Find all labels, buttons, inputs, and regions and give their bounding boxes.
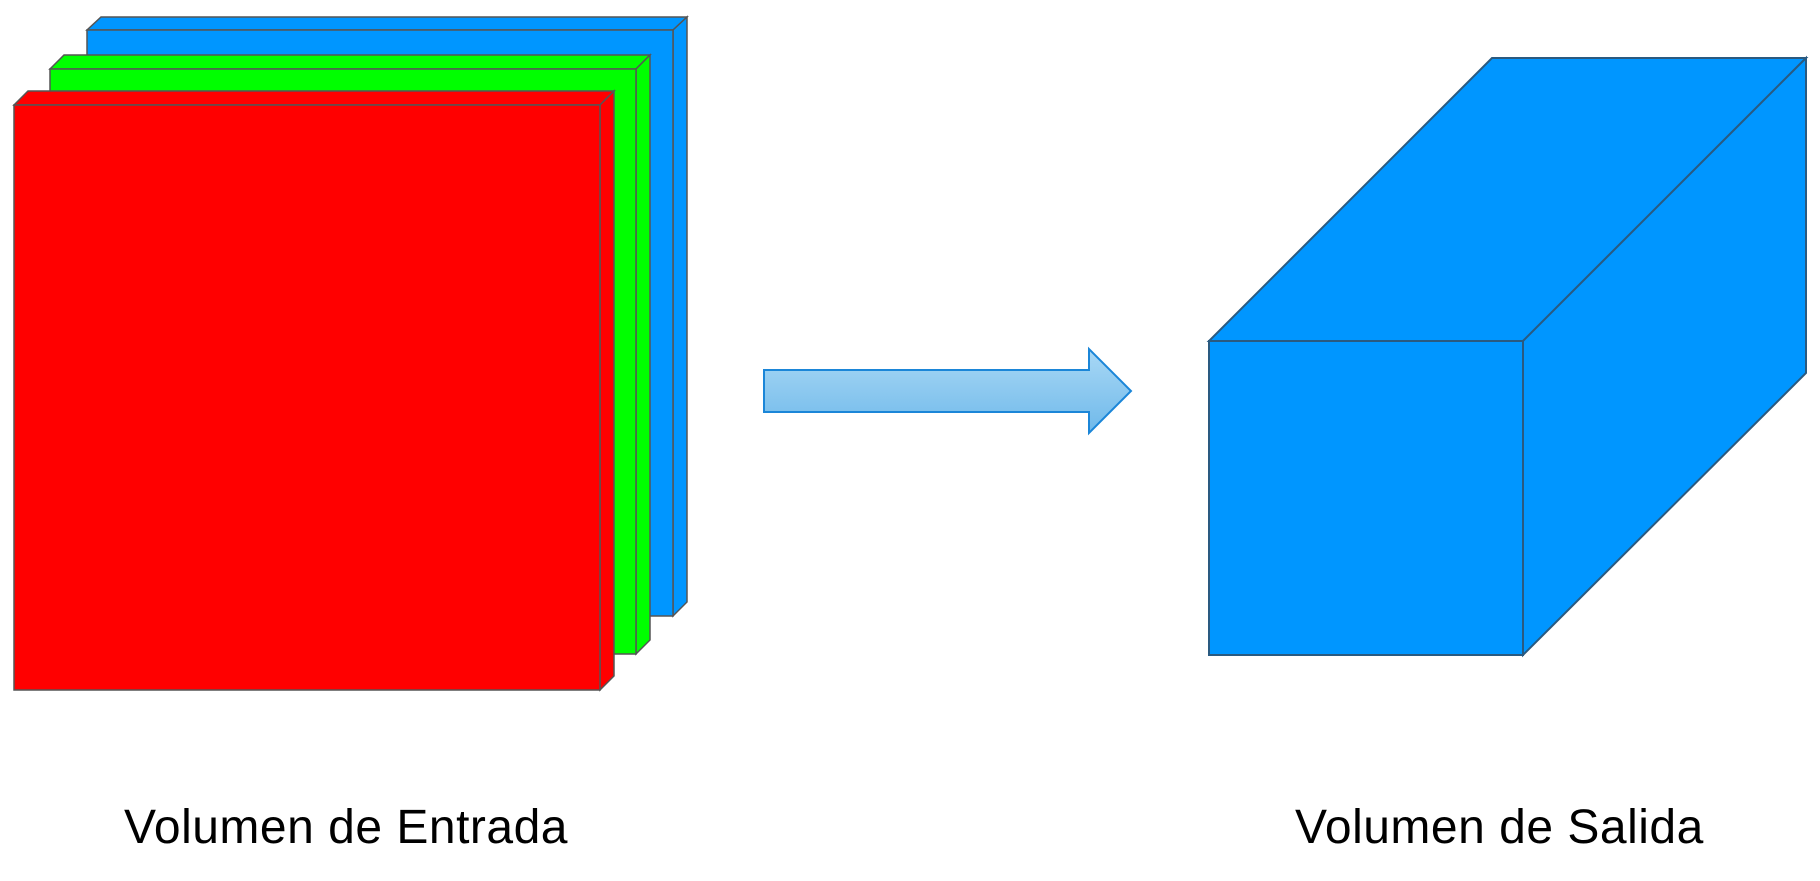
output-box-front bbox=[1208, 340, 1524, 656]
green-slab-top bbox=[48, 54, 652, 70]
red-slab-side bbox=[599, 89, 615, 692]
input-volume bbox=[12, 15, 689, 692]
blue-slab-top bbox=[85, 16, 689, 31]
green-slab-side bbox=[635, 53, 651, 656]
output-volume bbox=[1206, 55, 1809, 658]
output-volume-caption: Volumen de Salida bbox=[1295, 801, 1704, 854]
red-channel-slab bbox=[12, 89, 616, 692]
input-volume-caption: Volumen de Entrada bbox=[124, 801, 568, 854]
red-slab-front bbox=[13, 104, 601, 691]
red-slab-top bbox=[12, 90, 616, 106]
transform-arrow-icon bbox=[763, 346, 1133, 436]
blue-slab-side bbox=[672, 15, 688, 618]
